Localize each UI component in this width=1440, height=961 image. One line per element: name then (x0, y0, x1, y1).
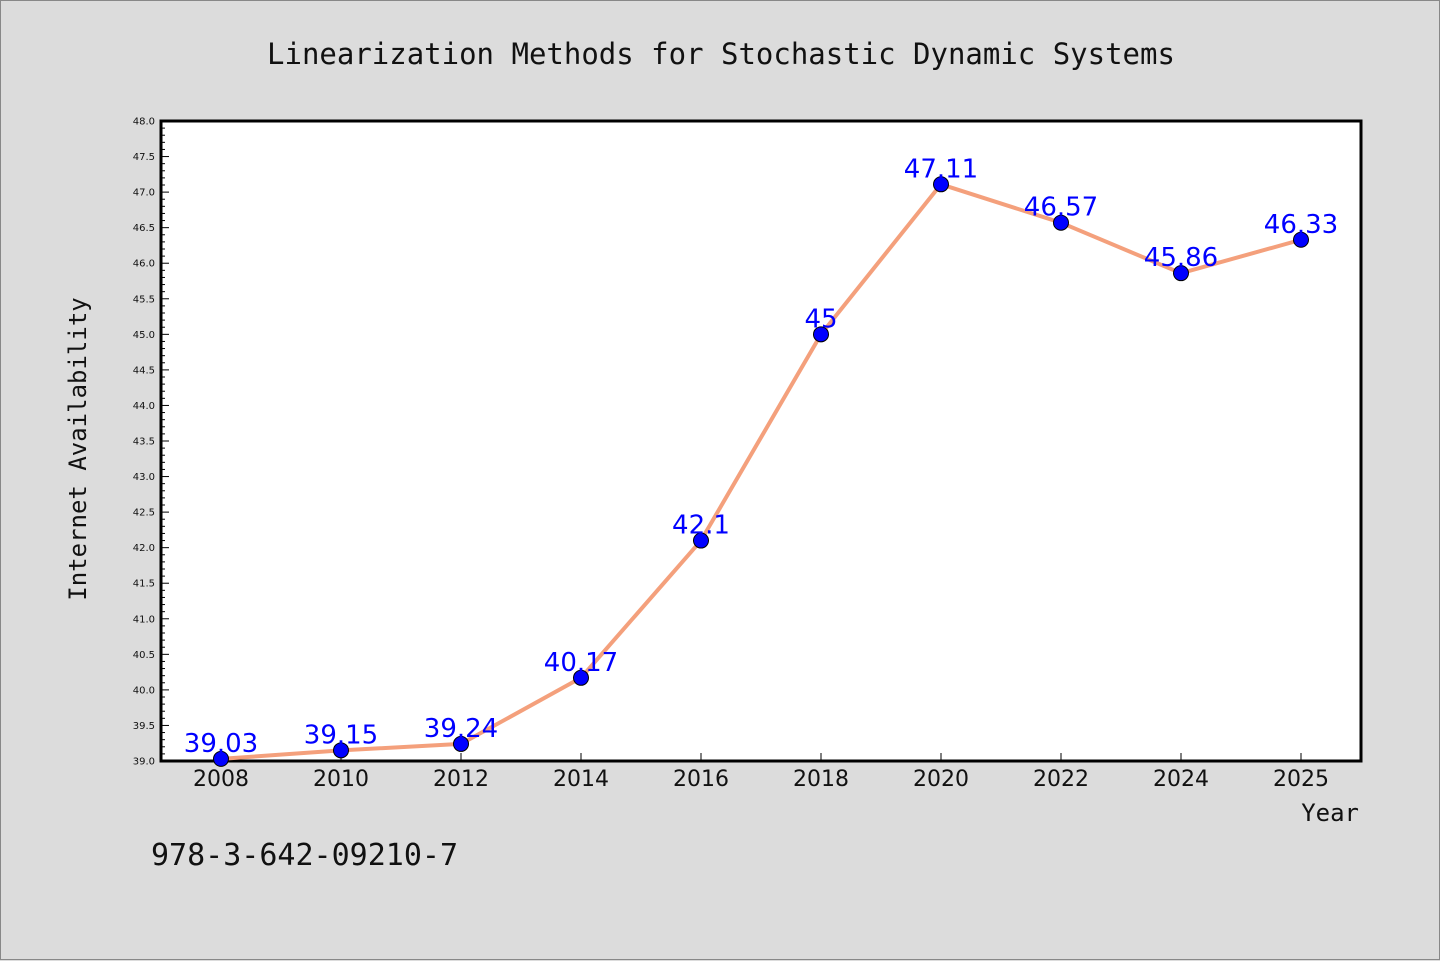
data-label: 47.11 (904, 154, 978, 184)
data-label: 46.33 (1264, 210, 1338, 240)
y-tick-label: 41.0 (133, 614, 155, 625)
y-tick-label: 40.5 (133, 650, 155, 661)
x-tick-label: 2025 (1273, 767, 1329, 792)
data-label: 45 (804, 304, 837, 334)
y-tick-label: 44.5 (133, 365, 155, 376)
y-axis-label: Internet Availability (64, 297, 92, 600)
y-tick-label: 48.0 (133, 117, 155, 128)
data-point (213, 750, 229, 767)
data-point (1293, 231, 1309, 248)
data-point (453, 735, 469, 752)
y-tick-label: 39.5 (133, 721, 155, 732)
data-point (933, 176, 949, 193)
data-point (1053, 214, 1069, 231)
data-point (333, 742, 349, 759)
data-label: 39.03 (184, 729, 258, 759)
data-label: 42.1 (672, 511, 730, 541)
x-axis: 2008 2010 2012 2014 2016 2018 2020 2022 2024 2025 (193, 753, 1329, 792)
y-tick-label: 45.5 (133, 294, 155, 305)
y-tick-label: 44.0 (133, 401, 155, 412)
data-point (813, 326, 829, 343)
x-tick-label: 2016 (673, 767, 729, 792)
data-labels: 39.03 39.15 39.24 40.17 42.1 45 47.11 46.57 45.8… (184, 154, 1338, 759)
x-axis-label: Year (1301, 799, 1359, 827)
data-label: 46.57 (1024, 193, 1098, 223)
y-tick-label: 41.5 (133, 579, 155, 590)
x-tick-label: 2024 (1153, 767, 1209, 792)
x-tick-label: 2022 (1033, 767, 1089, 792)
y-tick-label: 46.5 (133, 223, 155, 234)
y-axis: 39.0 39.5 40.0 40.5 41.0 41.5 42.0 42.5 43.0 43.5… (133, 117, 169, 768)
y-tick-label: 43.5 (133, 437, 155, 448)
y-tick-label: 43.0 (133, 472, 155, 483)
y-tick-label: 45.0 (133, 330, 155, 341)
y-tick-label: 47.0 (133, 188, 155, 199)
data-label: 45.86 (1144, 243, 1218, 273)
footer-isbn: 978-3-642-09210-7 (151, 838, 458, 873)
data-label: 40.17 (544, 648, 618, 678)
data-point (693, 532, 709, 549)
y-tick-label: 42.5 (133, 508, 155, 519)
x-tick-label: 2012 (433, 767, 489, 792)
y-tick-label: 39.0 (133, 757, 155, 768)
data-label: 39.24 (424, 714, 498, 744)
series-line (219, 182, 1303, 761)
data-label: 39.15 (304, 720, 378, 750)
data-point (1173, 265, 1189, 282)
x-tick-label: 2018 (793, 767, 849, 792)
x-tick-label: 2008 (193, 767, 249, 792)
y-tick-label: 40.0 (133, 685, 155, 696)
data-point (573, 669, 589, 686)
x-tick-label: 2014 (553, 767, 609, 792)
x-tick-label: 2010 (313, 767, 369, 792)
y-tick-label: 42.0 (133, 543, 155, 554)
x-tick-label: 2020 (913, 767, 969, 792)
y-tick-label: 46.0 (133, 259, 155, 270)
y-tick-label: 47.5 (133, 152, 155, 163)
series-group (213, 176, 1309, 767)
chart-title: Linearization Methods for Stochastic Dyn… (267, 37, 1175, 71)
